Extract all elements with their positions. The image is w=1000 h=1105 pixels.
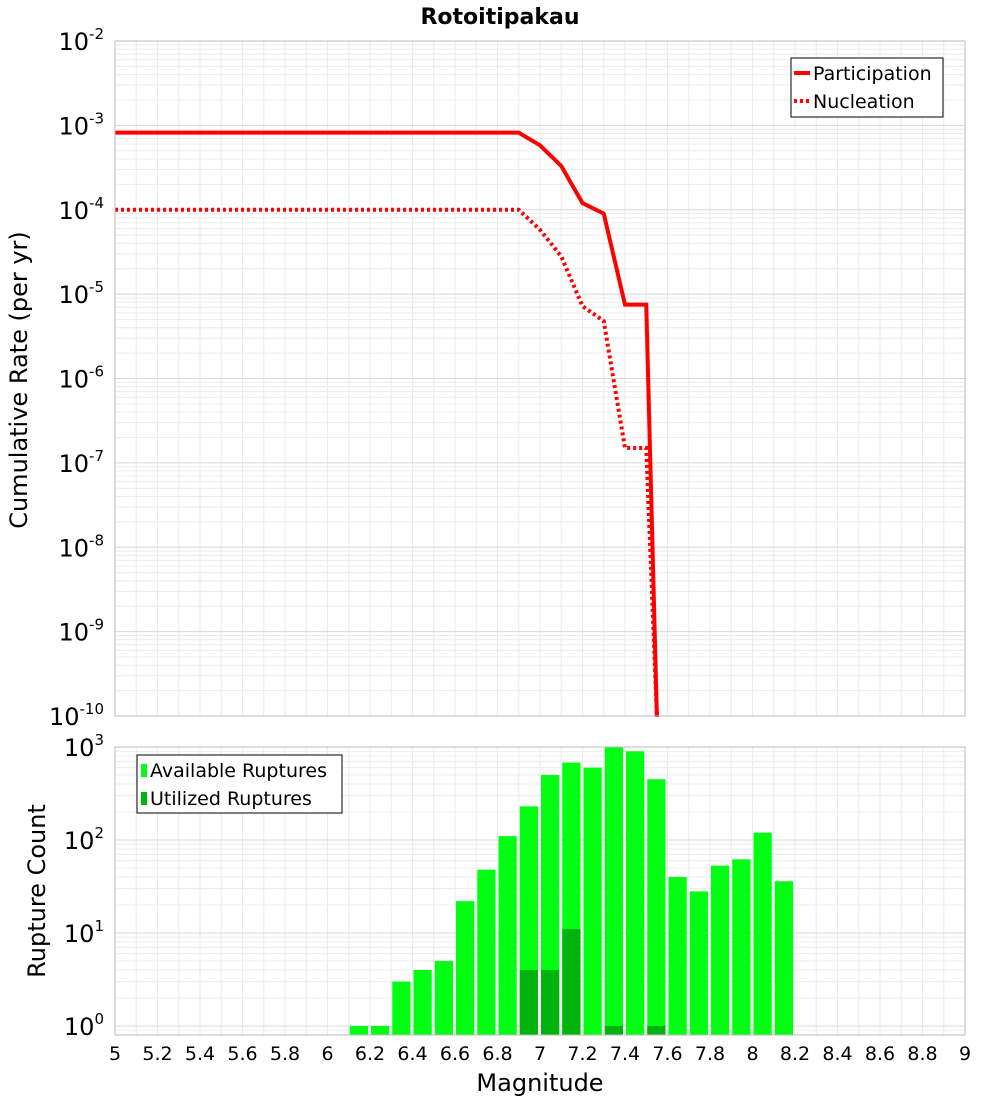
bar — [456, 901, 475, 1035]
bottom-legend: Available Ruptures Utilized Ruptures — [136, 754, 343, 814]
bottom-plot-frame — [114, 746, 966, 1036]
y-tick-label: 10-4 — [58, 194, 104, 225]
bar — [753, 832, 772, 1035]
x-tick-label: 5.2 — [142, 1043, 172, 1065]
legend-box — [790, 57, 944, 118]
x-tick-label: 6.2 — [355, 1043, 385, 1065]
bottom-y-axis-label: Rupture Count — [23, 804, 51, 978]
x-tick-label: 6.4 — [397, 1043, 427, 1065]
bar — [604, 747, 623, 1035]
y-tick-label: 10-8 — [58, 531, 104, 562]
legend-label: Utilized Ruptures — [150, 788, 312, 810]
bar — [689, 891, 708, 1035]
y-tick-label: 100 — [64, 1010, 104, 1041]
bar — [711, 865, 730, 1035]
x-tick-label: 7.4 — [610, 1043, 640, 1065]
bar — [604, 1025, 623, 1035]
top-plot-frame — [114, 40, 966, 717]
x-tick-label: 5.6 — [227, 1043, 257, 1065]
y-tick-label: 101 — [64, 917, 104, 948]
x-tick-label: 5.4 — [185, 1043, 215, 1065]
x-tick-label: 7.8 — [695, 1043, 725, 1065]
legend-label: Available Ruptures — [150, 760, 327, 782]
bar — [413, 969, 432, 1035]
legend-label: Participation — [813, 63, 932, 85]
bar — [349, 1025, 368, 1035]
x-tick-label: 7.2 — [567, 1043, 597, 1065]
y-tick-label: 10-7 — [58, 447, 104, 478]
bar-series-utilized — [519, 929, 666, 1035]
x-tick-label: 8 — [746, 1043, 758, 1065]
bar — [562, 929, 581, 1035]
bar — [434, 960, 453, 1035]
top-grid — [114, 41, 966, 717]
top-plot: 10-2 10-3 10-4 10-5 10-6 10-7 10-8 10-9 10-10 Par… — [49, 25, 966, 731]
x-tick-label: 6 — [321, 1043, 333, 1065]
bar — [519, 969, 538, 1035]
x-tick-label: 8.4 — [822, 1043, 852, 1065]
legend-swatch — [141, 764, 147, 777]
y-tick-label: 10-3 — [58, 109, 104, 140]
x-tick-label: 7 — [534, 1043, 546, 1065]
bar — [668, 877, 687, 1035]
bar — [541, 969, 560, 1035]
bar — [647, 779, 666, 1035]
y-tick-label: 10-6 — [58, 363, 104, 394]
x-tick-label: 8.6 — [865, 1043, 895, 1065]
bar — [371, 1025, 390, 1035]
y-tick-label: 10-10 — [49, 700, 104, 731]
bar — [498, 836, 517, 1035]
x-tick-label: 5 — [109, 1043, 121, 1065]
y-tick-label: 103 — [64, 731, 104, 762]
legend-label: Nucleation — [813, 91, 915, 113]
y-tick-label: 10-9 — [58, 616, 104, 647]
chart-title: Rotoitipakau — [420, 5, 579, 30]
top-y-axis-label: Cumulative Rate (per yr) — [5, 231, 33, 529]
x-tick-label: 9 — [959, 1043, 971, 1065]
x-axis-label: Magnitude — [476, 1069, 603, 1097]
top-legend: Participation Nucleation — [790, 57, 944, 118]
bar — [583, 767, 602, 1035]
y-tick-label: 10-2 — [58, 25, 104, 56]
x-tick-label: 8.8 — [907, 1043, 937, 1065]
bar-series-available — [349, 747, 793, 1035]
x-tick-label: 5.8 — [270, 1043, 300, 1065]
bar — [626, 751, 645, 1035]
x-tick-label: 8.2 — [780, 1043, 810, 1065]
y-tick-label: 102 — [64, 824, 104, 855]
legend-swatch — [141, 792, 147, 805]
bar — [477, 869, 496, 1035]
bar — [392, 981, 411, 1035]
legend-box — [136, 754, 343, 814]
bar — [774, 881, 793, 1035]
series-line-participation — [115, 130, 659, 716]
y-tick-label: 10-5 — [58, 278, 104, 309]
x-tick-label: 6.6 — [440, 1043, 470, 1065]
bar — [647, 1025, 666, 1035]
x-tick-label: 6.8 — [482, 1043, 512, 1065]
x-tick-label: 7.6 — [652, 1043, 682, 1065]
bar — [732, 859, 751, 1035]
